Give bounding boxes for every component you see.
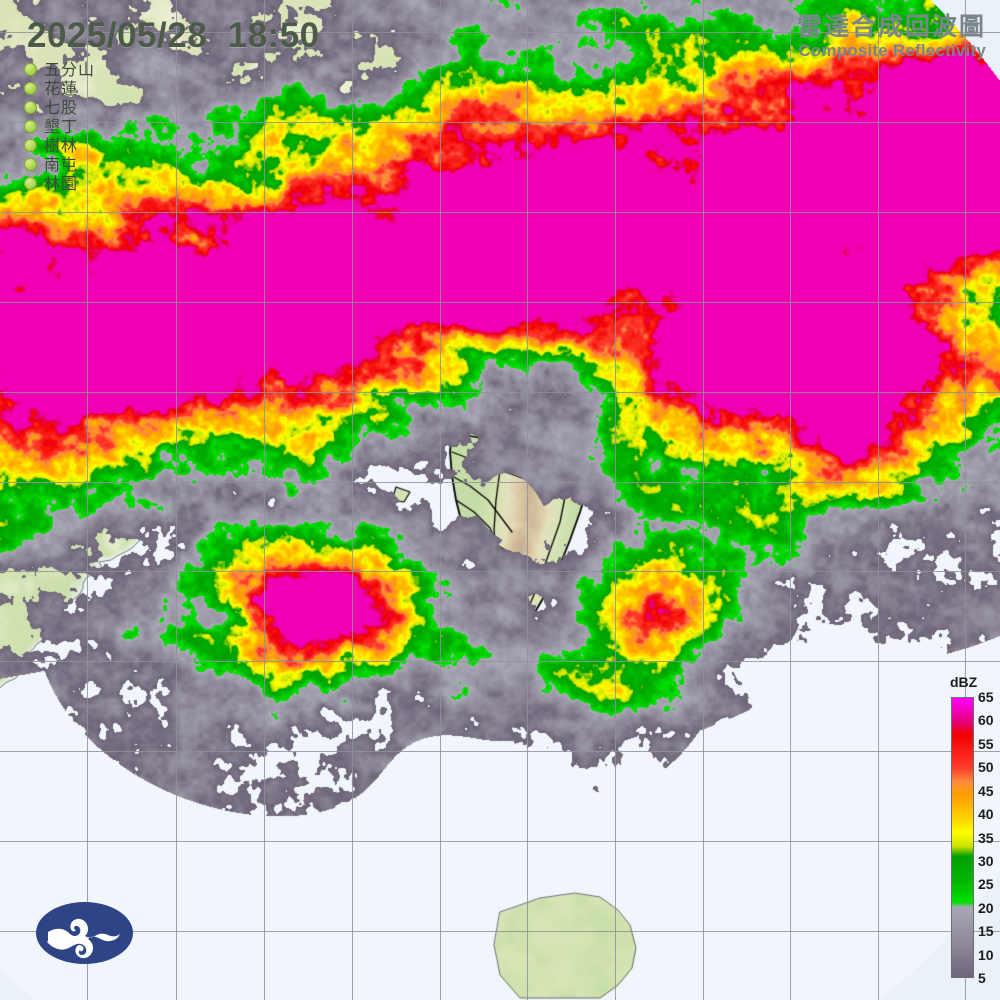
logo-wave-mark [47,918,120,959]
grid-line-vertical [790,0,791,1000]
grid-line-vertical [176,0,177,1000]
observation-timestamp: 2025/05/28 18:50 [27,16,320,55]
colorbar-unit-label: dBZ [950,674,978,690]
grid-line-vertical [87,0,88,1000]
cwa-logo [36,902,133,964]
station-marker-icon [24,177,37,190]
grid-line-vertical [352,0,353,1000]
colorbar-tick-label: 15 [978,923,994,940]
grid-line-horizontal [0,392,1000,393]
station-label: 七股 [44,98,79,117]
colorbar-tick-label: 40 [978,806,994,823]
dbz-colorbar [951,697,974,978]
colorbar-tick-label: 55 [978,735,994,752]
grid-line-horizontal [0,212,1000,213]
map-title-en: Composite Reflectivity [798,41,986,61]
station-marker-icon [24,120,37,133]
map-title-zh: 雷達合成回波圖 [796,13,986,41]
colorbar-tick-label: 35 [978,829,994,846]
grid-line-horizontal [0,482,1000,483]
station-marker-icon [24,82,37,95]
colorbar-tick-label: 50 [978,759,994,776]
colorbar-tick-label: 25 [978,876,994,893]
colorbar-tick-label: 60 [978,712,994,729]
grid-line-vertical [440,0,441,1000]
colorbar-tick-label: 5 [978,970,986,986]
station-marker-icon [24,158,37,171]
station-item: 南屯 [24,155,95,174]
station-label: 樹林 [44,136,79,155]
grid-line-vertical [264,0,265,1000]
station-label: 林園 [44,174,79,193]
station-label: 五分山 [44,60,96,79]
station-marker-icon [24,63,37,76]
map-title: 雷達合成回波圖 Composite Reflectivity [797,14,986,61]
grid-line-vertical [703,0,704,1000]
station-label: 南屯 [44,155,79,174]
station-item: 七股 [24,98,95,117]
grid-line-horizontal [0,931,1000,932]
grid-line-horizontal [0,571,1000,572]
station-item: 花蓮 [24,79,95,98]
grid-line-vertical [615,0,616,1000]
colorbar-tick-label: 45 [978,782,994,799]
station-marker-icon [24,139,37,152]
grid-line-horizontal [0,841,1000,842]
colorbar-tick-label: 20 [978,899,994,916]
station-label: 墾丁 [44,117,79,136]
radar-station-list: 五分山 花蓮 七股 墾丁 樹林 南屯 林園 [24,60,95,193]
colorbar-tick-label: 65 [978,689,994,705]
colorbar-tick-label: 30 [978,852,994,869]
grid-line-vertical [965,0,966,1000]
station-item: 五分山 [24,60,95,79]
station-label: 花蓮 [44,79,79,98]
station-item: 墾丁 [24,117,95,136]
grid-line-vertical [878,0,879,1000]
station-item: 樹林 [24,136,95,155]
grid-line-horizontal [0,751,1000,752]
grid-line-horizontal [0,302,1000,303]
colorbar-tick-label: 10 [978,946,994,963]
grid-line-vertical [527,0,528,1000]
grid-line-horizontal [0,122,1000,123]
grid-line-horizontal [0,32,1000,33]
grid-line-horizontal [0,661,1000,662]
station-item: 林園 [24,174,95,193]
station-marker-icon [24,101,37,114]
